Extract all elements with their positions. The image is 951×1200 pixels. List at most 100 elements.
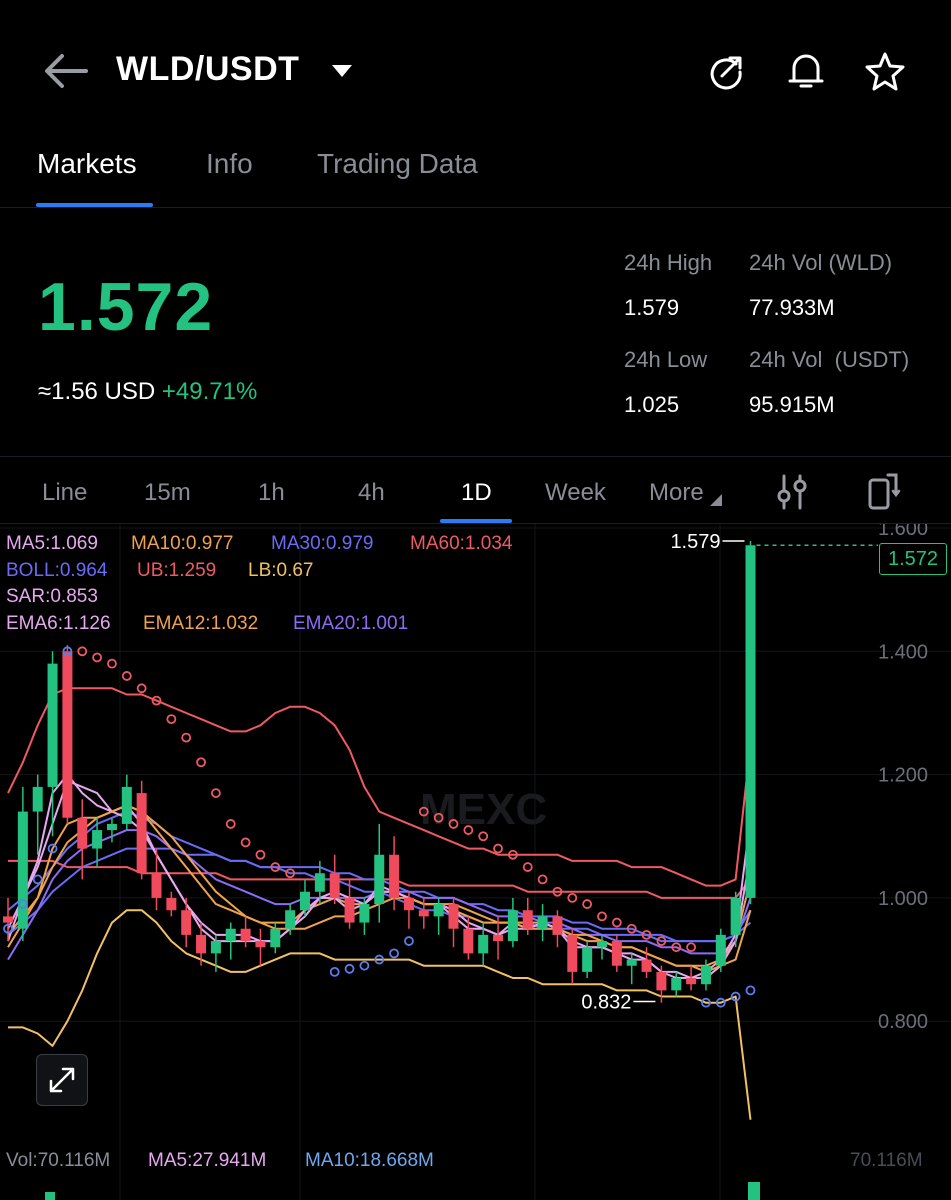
candle-body <box>507 910 518 942</box>
interval-1d[interactable]: 1D <box>461 479 492 506</box>
candle-body <box>359 904 370 923</box>
y-axis-tick-label: 0.800 <box>878 1011 928 1033</box>
interval-1h[interactable]: 1h <box>258 479 285 506</box>
alert-button[interactable] <box>786 50 826 97</box>
volume-bar <box>45 1192 55 1200</box>
y-axis-tick-label: 1.400 <box>878 641 928 663</box>
candles <box>3 540 756 1003</box>
indicator-ma60: MA60:1.034 <box>410 533 513 554</box>
candle <box>433 897 444 935</box>
favorite-button[interactable] <box>864 50 906 97</box>
candle <box>196 922 207 966</box>
sar-dot <box>567 892 578 903</box>
share-button[interactable] <box>706 52 746 97</box>
candle <box>121 774 132 831</box>
corner-triangle-icon <box>710 494 723 506</box>
sar-dot <box>344 963 355 974</box>
candle <box>700 959 711 991</box>
tab-markets[interactable]: Markets <box>37 148 137 179</box>
pair-title[interactable]: WLD/USDT <box>116 50 300 88</box>
candle-body <box>730 897 741 935</box>
candle-body <box>62 651 73 818</box>
candle <box>656 965 667 1003</box>
candle-body <box>270 928 281 948</box>
kline-chart[interactable]: MEXC 1.600 1.400 1.200 1.000 0.800 1.579 0.83… <box>0 524 951 1200</box>
candle-body <box>597 941 607 948</box>
candle <box>92 817 103 868</box>
candle <box>210 934 221 972</box>
indicator-lb: LB:0.67 <box>248 560 314 581</box>
change-percent: +49.71% <box>161 378 258 405</box>
candle <box>270 922 281 954</box>
sar-dot <box>508 849 518 860</box>
candle <box>181 897 192 948</box>
candle <box>537 904 548 942</box>
candle-body <box>433 904 444 917</box>
interval-divider <box>0 523 951 524</box>
candle <box>597 934 607 960</box>
candle <box>344 879 355 929</box>
candle-body <box>136 793 147 874</box>
sar-dot <box>17 899 28 909</box>
candle-body <box>151 873 162 898</box>
sar-dot <box>597 911 607 922</box>
candle <box>745 540 756 905</box>
indicator-settings-button[interactable] <box>776 474 808 515</box>
vol-wld-label: 24h Vol (WLD) <box>749 250 893 275</box>
rotate-screen-button[interactable] <box>866 472 902 517</box>
sar-dot <box>626 923 637 934</box>
candle-body <box>552 916 563 935</box>
interval-15m[interactable]: 15m <box>144 479 191 506</box>
pair-dropdown-caret-icon[interactable] <box>330 62 354 85</box>
sar-dot <box>181 732 192 743</box>
bell-icon <box>788 54 824 88</box>
tab-trading-data[interactable]: Trading Data <box>317 148 478 179</box>
ticker-divider <box>0 456 951 457</box>
candle <box>136 780 147 880</box>
candle-body <box>300 891 310 911</box>
interval-line[interactable]: Line <box>42 479 88 506</box>
sar-dot <box>121 671 132 681</box>
fullscreen-button[interactable] <box>36 1054 88 1106</box>
candle-body <box>77 817 88 849</box>
candle <box>225 922 236 960</box>
volume-ma5: MA5:27.941M <box>148 1150 267 1171</box>
sar-dot <box>582 899 593 909</box>
candle <box>359 897 370 935</box>
candle-body <box>626 959 637 966</box>
interval-week[interactable]: Week <box>545 479 606 506</box>
indicator-ma30: MA30:0.979 <box>271 533 374 554</box>
sar-dot <box>62 646 73 657</box>
interval-4h[interactable]: 4h <box>358 479 385 506</box>
share-icon <box>710 56 742 90</box>
interval-more[interactable]: More <box>649 479 723 507</box>
sar-dot <box>3 923 13 934</box>
indicator-line-ub <box>7 687 752 887</box>
candle <box>671 971 682 997</box>
back-button[interactable] <box>40 50 90 92</box>
candle-body <box>374 854 385 905</box>
sar-dot <box>745 985 756 996</box>
tab-info[interactable]: Info <box>206 148 253 179</box>
sar-dot <box>611 917 622 928</box>
sar-dot <box>389 948 400 959</box>
candle-body <box>448 904 459 929</box>
sar-dot <box>151 695 162 706</box>
candle-body <box>537 916 548 929</box>
candle-body <box>255 941 266 948</box>
sar-dot <box>730 991 741 1002</box>
indicator-ema12: EMA12:1.032 <box>143 613 259 634</box>
candle-body <box>403 897 414 911</box>
y-axis-tick-label: 1.600 <box>878 524 928 540</box>
sar-dot <box>270 862 281 872</box>
sar-dot <box>448 819 459 829</box>
candle <box>17 786 28 942</box>
volume-ma10: MA10:18.668M <box>305 1150 434 1171</box>
candle <box>255 928 266 966</box>
sar-dot <box>136 683 147 694</box>
sar-dot <box>493 843 503 854</box>
vol-wld-value: 77.933M <box>749 295 835 320</box>
candle-body <box>671 978 682 991</box>
sar-dot <box>537 874 548 885</box>
candle-body <box>106 823 117 831</box>
